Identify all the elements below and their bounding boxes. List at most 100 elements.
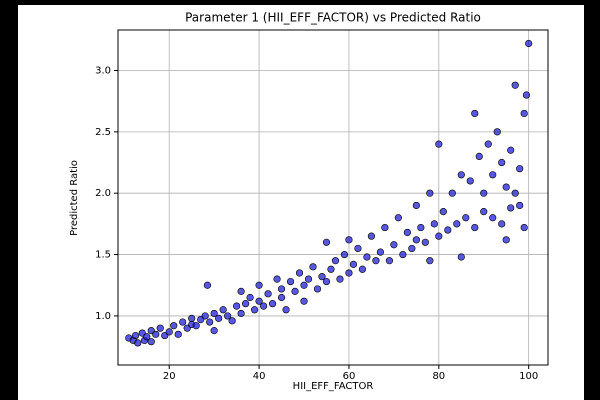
point (408, 244, 416, 253)
point (403, 228, 411, 237)
point (291, 287, 299, 295)
point (394, 214, 402, 222)
point (502, 236, 510, 244)
point (430, 220, 438, 228)
point (502, 183, 510, 191)
point (273, 275, 281, 283)
point (309, 263, 317, 271)
point (215, 314, 223, 322)
point (376, 248, 385, 256)
point (250, 306, 259, 314)
point (412, 201, 420, 210)
point (489, 171, 497, 179)
point (242, 300, 250, 308)
point (268, 300, 277, 308)
point (134, 339, 142, 347)
figure-background (18, 5, 584, 400)
point (282, 306, 290, 314)
x-tick-label: 80 (432, 371, 445, 382)
chart-title: Parameter 1 (HII_EFF_FACTOR) vs Predicte… (185, 11, 481, 25)
point (237, 287, 245, 295)
point (322, 238, 331, 246)
point (444, 226, 452, 234)
point (511, 81, 519, 89)
point (313, 285, 322, 293)
point (203, 281, 212, 289)
point (345, 236, 353, 244)
point (475, 152, 483, 160)
point (498, 220, 506, 228)
point (358, 265, 367, 273)
point (206, 318, 214, 326)
point (228, 317, 236, 325)
y-tick-label: 2.0 (95, 188, 111, 199)
point (435, 140, 443, 148)
y-tick-label: 1.5 (95, 250, 111, 261)
point (507, 204, 515, 212)
point (143, 333, 151, 341)
point (462, 214, 470, 222)
point (489, 214, 497, 222)
point (390, 241, 398, 249)
point (188, 314, 196, 322)
point (471, 223, 479, 232)
point (520, 223, 528, 232)
x-tick-label: 100 (519, 371, 538, 382)
point (219, 306, 227, 314)
point (381, 223, 389, 232)
x-tick-label: 40 (253, 371, 266, 382)
point (192, 322, 200, 330)
point (516, 201, 524, 210)
point (507, 146, 515, 154)
point (210, 327, 218, 335)
point (300, 281, 308, 289)
point (322, 277, 331, 286)
point (201, 312, 209, 320)
x-axis-label: HII_EFF_FACTOR (293, 381, 374, 392)
point (399, 250, 407, 259)
point (453, 220, 461, 228)
point (210, 309, 218, 318)
point (372, 257, 380, 265)
point (498, 158, 506, 167)
point (367, 232, 376, 240)
point (493, 128, 501, 136)
point (174, 330, 182, 338)
point (435, 232, 443, 240)
point (246, 293, 254, 302)
point (327, 265, 335, 273)
y-tick-label: 2.5 (95, 127, 111, 138)
point (237, 309, 245, 318)
point (277, 285, 286, 293)
point (233, 302, 241, 310)
point (417, 223, 425, 232)
x-tick-label: 20 (163, 371, 176, 382)
point (480, 208, 488, 216)
point (471, 109, 479, 118)
point (448, 189, 456, 197)
point (224, 312, 232, 320)
point (340, 250, 349, 259)
point (336, 275, 344, 283)
point (426, 257, 434, 265)
point (318, 273, 326, 281)
point (152, 330, 160, 338)
point (412, 236, 420, 244)
point (439, 208, 447, 216)
point (520, 109, 528, 118)
point (349, 260, 358, 268)
y-axis-label: Predicted Ratio (69, 160, 80, 236)
point (331, 257, 340, 265)
point (480, 189, 488, 197)
point (363, 253, 371, 261)
point (255, 281, 263, 289)
plot-frame (117, 29, 549, 366)
point (457, 171, 465, 179)
point (300, 297, 308, 305)
point (259, 302, 268, 310)
point (255, 297, 263, 305)
point (457, 253, 465, 261)
point (170, 322, 178, 330)
